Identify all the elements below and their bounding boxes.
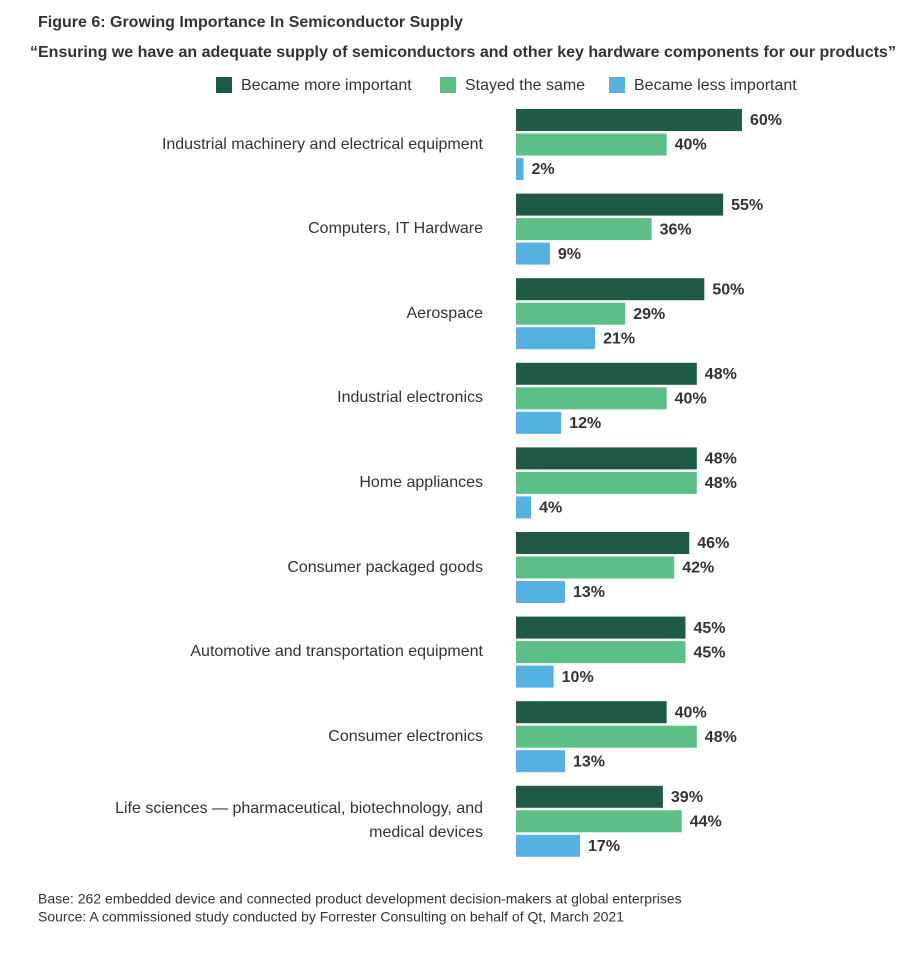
bar <box>516 327 596 350</box>
bar <box>516 834 581 857</box>
category-label: Home appliances <box>359 473 483 491</box>
value-label: 36% <box>660 221 692 238</box>
value-label: 17% <box>588 838 620 855</box>
value-label: 13% <box>573 753 605 770</box>
bar <box>516 109 742 131</box>
value-label: 12% <box>569 415 601 432</box>
bar <box>516 725 697 748</box>
legend-swatch <box>609 77 625 93</box>
bar <box>516 532 690 554</box>
bar <box>516 616 686 639</box>
value-label: 4% <box>539 500 562 517</box>
category-label: Industrial machinery and electrical equi… <box>161 135 483 153</box>
bar <box>516 785 663 808</box>
category-label: Industrial electronics <box>337 389 483 407</box>
value-label: 50% <box>712 281 744 298</box>
legend-swatch <box>216 77 232 93</box>
bar <box>516 641 686 664</box>
bar <box>516 447 697 470</box>
value-label: 48% <box>705 366 737 383</box>
bar <box>516 133 667 156</box>
note: Source: A commissioned study conducted b… <box>38 909 624 925</box>
value-label: 45% <box>694 620 726 637</box>
value-label: 60% <box>750 112 782 129</box>
bar <box>516 701 667 724</box>
value-label: 29% <box>633 306 665 323</box>
category-label: Consumer electronics <box>328 727 483 745</box>
bar <box>516 810 682 833</box>
legend-label: Became more important <box>241 77 412 94</box>
value-label: 39% <box>671 789 703 806</box>
value-label: 46% <box>697 535 729 552</box>
value-label: 21% <box>603 330 635 347</box>
bar <box>516 496 532 519</box>
value-label: 44% <box>690 814 722 831</box>
note: Base: 262 embedded device and connected … <box>38 891 682 907</box>
value-label: 48% <box>705 729 737 746</box>
bar <box>516 158 524 180</box>
bar <box>516 411 562 434</box>
bar <box>516 302 626 325</box>
legend-swatch <box>440 77 456 93</box>
value-label: 13% <box>573 584 605 601</box>
value-label: 10% <box>562 669 594 686</box>
category-label: Computers, IT Hardware <box>308 220 483 238</box>
bar <box>516 218 652 241</box>
chart-title: Figure 6: Growing Importance In Semicond… <box>38 14 463 31</box>
value-label: 9% <box>558 246 581 263</box>
bar <box>516 471 697 494</box>
value-label: 40% <box>675 704 707 721</box>
legend-label: Stayed the same <box>465 77 585 94</box>
value-label: 40% <box>675 137 707 154</box>
value-label: 55% <box>731 197 763 214</box>
value-label: 45% <box>694 644 726 661</box>
bar <box>516 665 554 688</box>
value-label: 42% <box>682 560 714 577</box>
bar <box>516 193 724 216</box>
legend-label: Became less important <box>634 77 797 94</box>
value-label: 48% <box>705 451 737 468</box>
value-label: 2% <box>532 161 555 178</box>
category-label: Automotive and transportation equipment <box>190 643 483 661</box>
category-label: Consumer packaged goods <box>287 558 483 576</box>
category-label: Life sciences — pharmaceutical, biotechn… <box>115 800 483 842</box>
bar <box>516 278 705 301</box>
bar <box>516 581 565 603</box>
bar <box>516 362 697 385</box>
chart-subtitle: “Ensuring we have an adequate supply of … <box>30 44 896 61</box>
category-label: Aerospace <box>406 304 484 322</box>
bar <box>516 242 550 265</box>
bar <box>516 556 675 579</box>
bar <box>516 750 565 773</box>
value-label: 40% <box>675 391 707 408</box>
bar <box>516 387 667 410</box>
value-label: 48% <box>705 475 737 492</box>
